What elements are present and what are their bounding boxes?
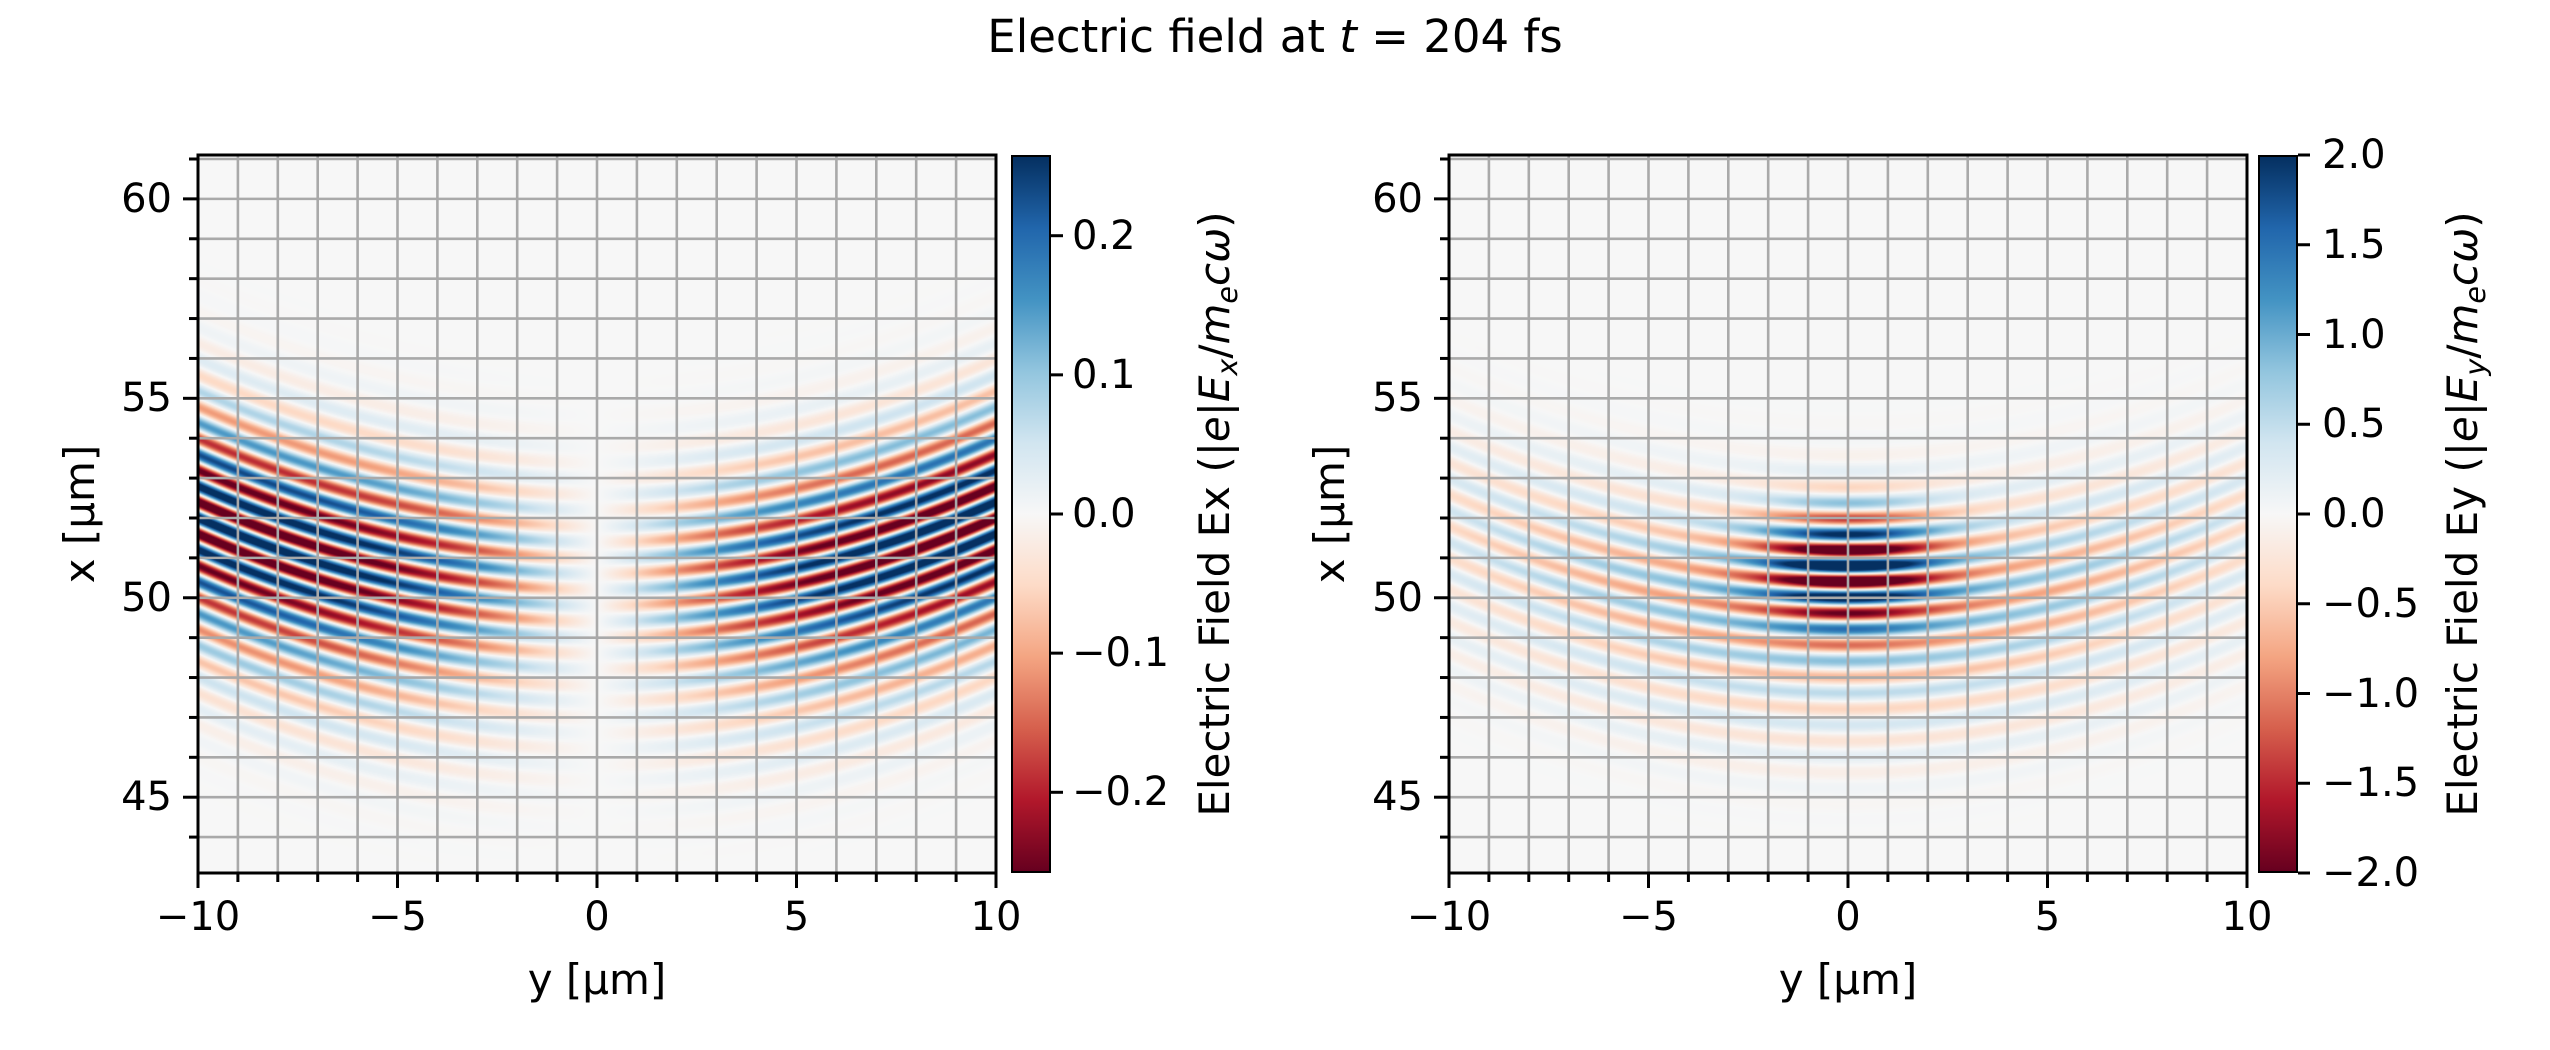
colorbar-tick-label: −0.1 bbox=[1072, 630, 1170, 677]
label-fragment: / bbox=[2438, 344, 2487, 359]
colorbar-tick-label: 0.0 bbox=[1072, 491, 1136, 537]
colorbar-ex-label: Electric Field Ex (|e|Ex/mecω) bbox=[1190, 134, 1244, 894]
label-fragment: ω bbox=[2438, 227, 2487, 263]
x-tick-label: −10 bbox=[155, 894, 241, 940]
label-fragment: | bbox=[2438, 402, 2487, 417]
x-tick-label: 10 bbox=[970, 894, 1022, 940]
colorbar-tick-label: 0.2 bbox=[1072, 212, 1136, 259]
colorbar-tick-label: −1.5 bbox=[2322, 760, 2420, 807]
colorbar-tick-label: 2.0 bbox=[2322, 132, 2386, 178]
label-fragment: c bbox=[2438, 262, 2487, 286]
colorbar-tick-label: −0.5 bbox=[2322, 580, 2420, 627]
figure-title: Electric field at t = 204 fs bbox=[0, 10, 2550, 63]
label-fragment: = 204 fs bbox=[1356, 10, 1563, 63]
label-fragment: e bbox=[2438, 416, 2487, 443]
label-fragment: t bbox=[1339, 10, 1357, 63]
y-axis-label-ey: x [μm] bbox=[1305, 444, 1354, 584]
label-fragment: y bbox=[2457, 358, 2492, 376]
colorbar-tick-label: 0.5 bbox=[2322, 401, 2386, 448]
colorbar-tick-label: −2.0 bbox=[2322, 850, 2420, 896]
colorbar-ey-label: Electric Field Ey (|e|Ey/mecω) bbox=[2438, 134, 2492, 894]
y-tick-label: 45 bbox=[121, 774, 172, 821]
colorbar-tick-label: 0.0 bbox=[2322, 491, 2386, 537]
label-fragment: ) bbox=[1190, 211, 1239, 228]
label-fragment: Electric field at bbox=[987, 10, 1340, 63]
x-tick-label: 0 bbox=[1835, 894, 1861, 940]
colorbar-ey-gradient bbox=[2260, 157, 2296, 871]
y-tick-label: 55 bbox=[1372, 375, 1423, 422]
label-fragment: Electric Field Ex (| bbox=[1190, 442, 1239, 817]
label-fragment: e bbox=[1190, 416, 1239, 443]
y-tick-label: 50 bbox=[1372, 574, 1423, 621]
label-fragment: ) bbox=[2438, 211, 2487, 228]
label-fragment: c bbox=[1190, 262, 1239, 286]
x-axis-label-ey: y [μm] bbox=[1778, 955, 1918, 1004]
x-tick-label: −5 bbox=[368, 894, 427, 940]
label-fragment: | bbox=[1190, 402, 1239, 417]
label-fragment: e bbox=[1209, 286, 1244, 304]
label-fragment: E bbox=[1190, 375, 1239, 403]
x-tick-label: 5 bbox=[2034, 894, 2061, 940]
colorbar-tick-label: 1.0 bbox=[2322, 311, 2386, 358]
label-fragment: E bbox=[2438, 375, 2487, 403]
label-fragment: m bbox=[1190, 303, 1239, 345]
x-tick-label: 0 bbox=[584, 894, 610, 940]
y-tick-label: 45 bbox=[1372, 774, 1423, 821]
label-fragment: x bbox=[1209, 358, 1244, 376]
y-axis-label-ex: x [μm] bbox=[55, 444, 104, 584]
x-axis-label-ex: y [μm] bbox=[527, 955, 667, 1004]
colorbar-tick-label: −1.0 bbox=[2322, 670, 2420, 717]
y-tick-label: 60 bbox=[1372, 175, 1423, 222]
label-fragment: e bbox=[2457, 286, 2492, 304]
label-fragment: m bbox=[2438, 303, 2487, 345]
colorbar-tick-label: 1.5 bbox=[2322, 221, 2386, 268]
colorbar-tick-label: 0.1 bbox=[1072, 351, 1136, 398]
heatmap-ey-canvas bbox=[1449, 155, 2247, 873]
x-tick-label: 10 bbox=[2221, 894, 2273, 940]
y-tick-label: 50 bbox=[121, 574, 172, 621]
colorbar-ex-gradient bbox=[1013, 157, 1049, 871]
heatmap-ex-canvas bbox=[198, 155, 996, 873]
label-fragment: / bbox=[1190, 344, 1239, 359]
colorbar-ex bbox=[1011, 155, 1051, 873]
label-fragment: ω bbox=[1190, 227, 1239, 263]
x-tick-label: 5 bbox=[783, 894, 810, 940]
x-tick-label: −10 bbox=[1406, 894, 1492, 940]
label-fragment: Electric Field Ey (| bbox=[2438, 442, 2487, 817]
y-tick-label: 60 bbox=[121, 175, 172, 222]
colorbar-ey bbox=[2258, 155, 2298, 873]
y-tick-label: 55 bbox=[121, 375, 172, 422]
x-tick-label: −5 bbox=[1619, 894, 1678, 940]
colorbar-tick-label: −0.2 bbox=[1072, 769, 1170, 816]
